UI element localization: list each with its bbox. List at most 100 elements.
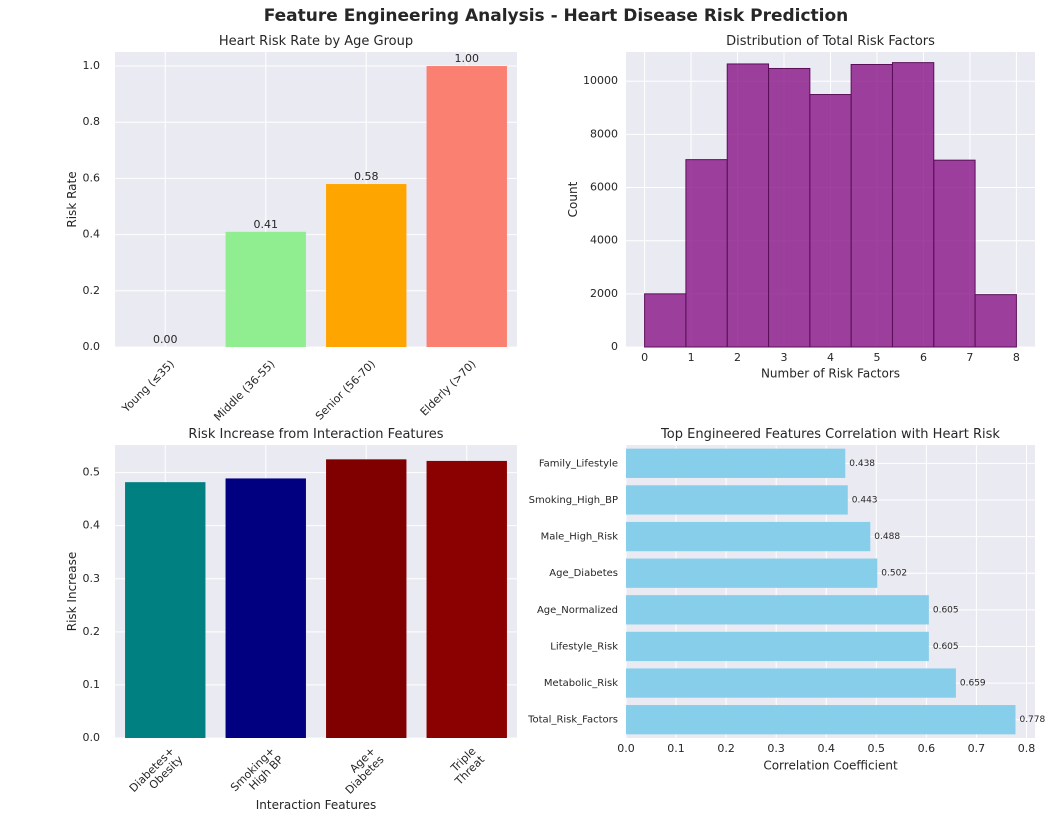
y-axis-label: Risk Rate bbox=[65, 171, 79, 227]
y-tick-label: Total_Risk_Factors bbox=[527, 715, 618, 726]
histogram-bar bbox=[644, 293, 687, 348]
horizontal-bar bbox=[626, 705, 1016, 735]
bar bbox=[426, 66, 507, 348]
y-tick-label: 4000 bbox=[590, 234, 618, 247]
x-tick-label: Senior (56-70) bbox=[313, 358, 378, 423]
x-tick-label: 0.1 bbox=[667, 742, 685, 755]
plot-title: Top Engineered Features Correlation with… bbox=[660, 427, 1000, 442]
y-tick-label: 0.3 bbox=[83, 572, 101, 585]
x-tick-label: Young (≤35) bbox=[119, 358, 177, 416]
bar-value-label: 0.00 bbox=[153, 333, 178, 346]
bar-value-label: 0.659 bbox=[960, 679, 986, 689]
x-axis-label: Number of Risk Factors bbox=[761, 367, 900, 381]
plot-title: Risk Increase from Interaction Features bbox=[188, 427, 443, 442]
y-tick-label: 1.0 bbox=[83, 59, 101, 72]
x-tick-label: 0.0 bbox=[617, 742, 635, 755]
y-tick-label: 0.8 bbox=[83, 115, 101, 128]
histogram-bar bbox=[809, 94, 852, 348]
x-tick-label: Diabetes+Obesity bbox=[127, 744, 186, 803]
histogram-bar bbox=[933, 159, 976, 348]
bar-value-label: 0.443 bbox=[852, 495, 878, 505]
bar-value-label: 0.778 bbox=[1019, 715, 1045, 725]
horizontal-bar bbox=[626, 595, 929, 625]
bar-value-label: 0.438 bbox=[849, 459, 875, 469]
bar bbox=[225, 231, 306, 347]
horizontal-bar bbox=[626, 485, 848, 515]
x-tick-label: 5 bbox=[873, 351, 880, 364]
bar bbox=[225, 478, 306, 738]
y-tick-label: Age_Normalized bbox=[537, 605, 618, 616]
histogram-bar bbox=[891, 62, 935, 348]
x-tick-label: 0.8 bbox=[1018, 742, 1036, 755]
x-tick-label: 2 bbox=[734, 351, 741, 364]
histogram-bar bbox=[850, 63, 893, 348]
x-tick-label: 0.6 bbox=[918, 742, 936, 755]
y-tick-label: 0.1 bbox=[83, 678, 101, 691]
x-tick-label: TripleThreat bbox=[443, 744, 487, 788]
x-tick-label: Smoking+High BP bbox=[228, 744, 286, 802]
y-axis-label: Risk Increase bbox=[65, 552, 79, 631]
y-tick-label: 0 bbox=[611, 340, 618, 353]
horizontal-bar bbox=[626, 521, 871, 552]
plot-title: Heart Risk Rate by Age Group bbox=[219, 34, 413, 49]
x-tick-label: 4 bbox=[827, 351, 834, 364]
x-tick-label: 6 bbox=[920, 351, 927, 364]
histogram-bar bbox=[768, 67, 811, 348]
horizontal-bar bbox=[626, 668, 956, 698]
horizontal-bar bbox=[626, 448, 846, 478]
y-tick-label: 0.4 bbox=[83, 519, 101, 532]
horizontal-bar bbox=[626, 631, 929, 662]
horizontal-bar bbox=[626, 558, 878, 588]
y-tick-label: 6000 bbox=[590, 181, 618, 194]
x-axis-label: Interaction Features bbox=[256, 798, 377, 812]
y-tick-label: 0.2 bbox=[83, 284, 101, 297]
bar bbox=[125, 482, 206, 738]
y-tick-label: 8000 bbox=[590, 127, 618, 140]
bar-value-label: 0.41 bbox=[254, 218, 279, 231]
x-tick-label: Age+Diabetes bbox=[334, 744, 386, 796]
y-tick-label: Age_Diabetes bbox=[549, 568, 618, 579]
y-tick-label: 0.0 bbox=[83, 731, 101, 744]
bar-value-label: 0.488 bbox=[874, 532, 900, 542]
x-tick-label: 8 bbox=[1013, 351, 1020, 364]
y-tick-label: 0.2 bbox=[83, 625, 101, 638]
x-tick-label: 0.5 bbox=[868, 742, 886, 755]
y-tick-label: 0.0 bbox=[83, 340, 101, 353]
bar-value-label: 0.605 bbox=[933, 605, 959, 615]
y-axis-label: Count bbox=[566, 181, 580, 217]
y-tick-label: 0.6 bbox=[83, 171, 101, 184]
bar bbox=[326, 459, 407, 738]
x-tick-label: 7 bbox=[966, 351, 973, 364]
x-tick-label: 0 bbox=[641, 351, 648, 364]
histogram-bar bbox=[974, 294, 1017, 348]
x-tick-label: 0.4 bbox=[817, 742, 835, 755]
y-tick-label: Male_High_Risk bbox=[541, 532, 619, 543]
x-tick-label: Elderly (>70) bbox=[418, 358, 479, 419]
x-tick-label: 0.3 bbox=[767, 742, 785, 755]
y-tick-label: 0.4 bbox=[83, 228, 101, 241]
y-tick-label: Lifestyle_Risk bbox=[550, 641, 618, 652]
histogram-bar bbox=[726, 63, 770, 348]
bar-value-label: 0.58 bbox=[354, 170, 379, 183]
x-tick-label: Middle (36-55) bbox=[211, 358, 277, 424]
x-axis-label: Correlation Coefficient bbox=[763, 759, 898, 773]
y-tick-label: 0.5 bbox=[83, 466, 101, 479]
bar-value-label: 0.502 bbox=[881, 569, 907, 579]
bar bbox=[426, 460, 507, 738]
figure-suptitle: Feature Engineering Analysis - Heart Dis… bbox=[263, 6, 849, 26]
y-tick-label: Smoking_High_BP bbox=[529, 495, 618, 506]
x-tick-label: 3 bbox=[781, 351, 788, 364]
histogram-bar bbox=[685, 159, 728, 348]
bar-value-label: 0.605 bbox=[933, 642, 959, 652]
y-tick-label: Family_Lifestyle bbox=[539, 458, 618, 469]
y-tick-label: 2000 bbox=[590, 287, 618, 300]
x-tick-label: 0.2 bbox=[717, 742, 735, 755]
x-tick-label: 0.7 bbox=[968, 742, 986, 755]
plot-title: Distribution of Total Risk Factors bbox=[726, 34, 935, 49]
x-tick-label: 1 bbox=[688, 351, 695, 364]
y-tick-label: Metabolic_Risk bbox=[544, 678, 618, 689]
y-tick-label: 10000 bbox=[583, 74, 618, 87]
bar-value-label: 1.00 bbox=[455, 52, 480, 65]
bar bbox=[326, 184, 407, 347]
